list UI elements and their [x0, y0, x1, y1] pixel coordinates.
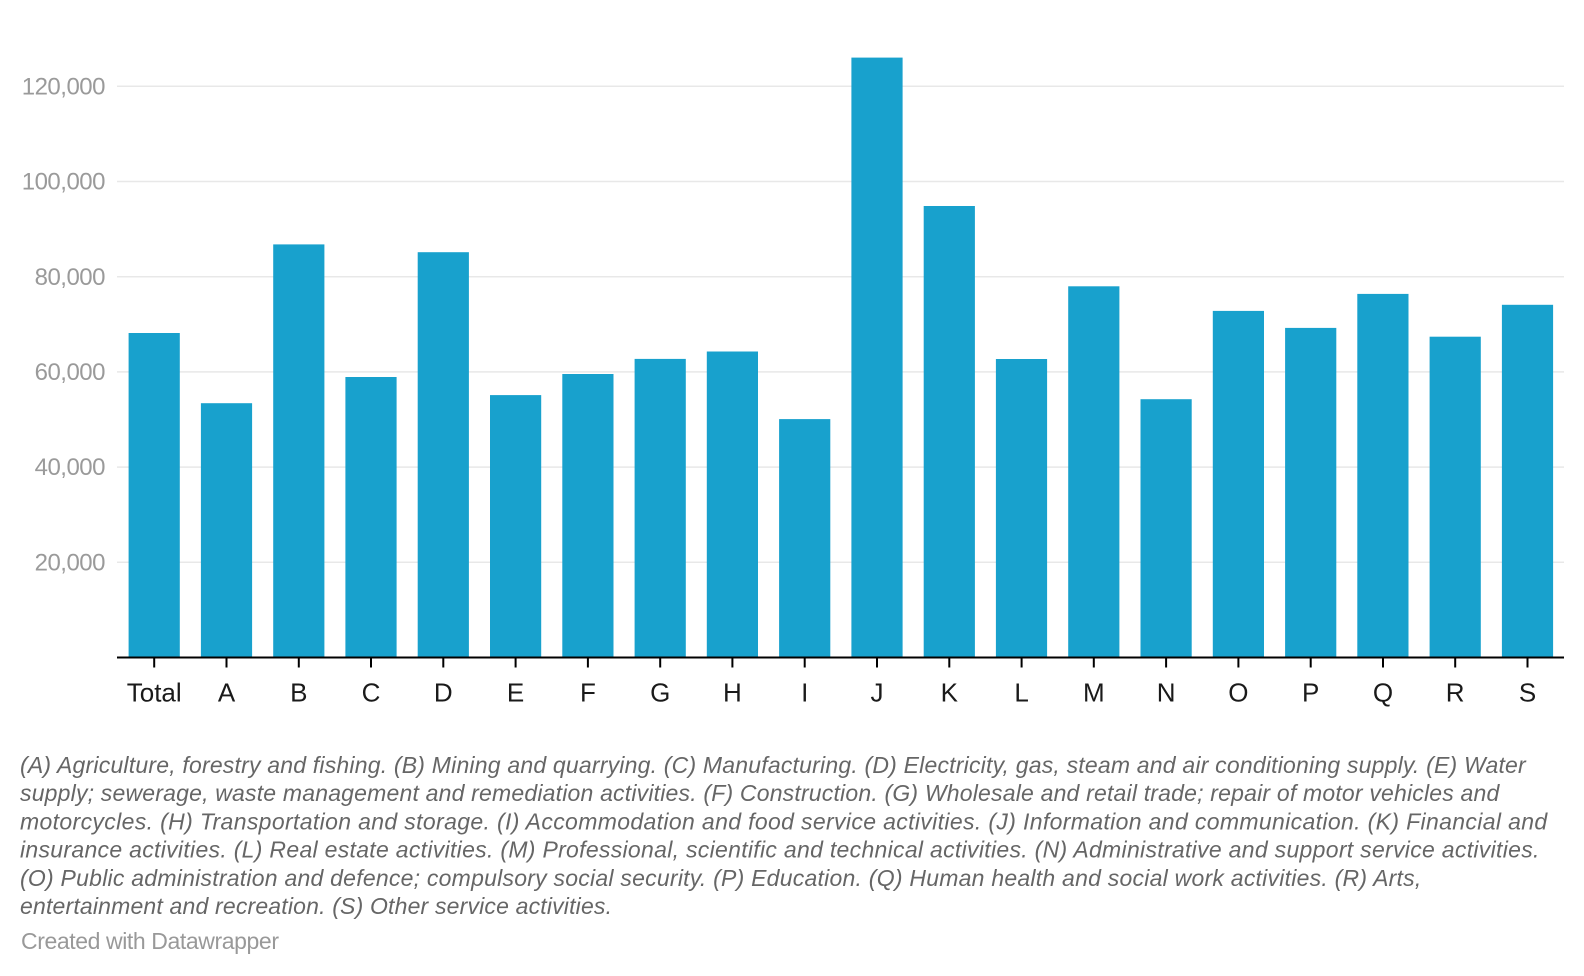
- svg-text:100,000: 100,000: [22, 169, 105, 196]
- svg-text:motorcycles. (H) Transportatio: motorcycles. (H) Transportation and stor…: [20, 808, 1548, 834]
- svg-text:120,000: 120,000: [22, 73, 105, 100]
- svg-text:P: P: [1302, 677, 1319, 707]
- svg-text:G: G: [650, 677, 670, 707]
- svg-text:B: B: [290, 677, 307, 707]
- svg-text:80,000: 80,000: [35, 264, 106, 291]
- svg-text:E: E: [507, 677, 524, 707]
- svg-text:Created with Datawrapper: Created with Datawrapper: [21, 928, 279, 954]
- svg-text:J: J: [871, 677, 884, 707]
- svg-text:60,000: 60,000: [35, 359, 106, 386]
- svg-text:H: H: [723, 677, 742, 707]
- svg-text:R: R: [1446, 677, 1465, 707]
- svg-text:insurance activities. (L) Real: insurance activities. (L) Real estate ac…: [20, 837, 1539, 863]
- svg-text:A: A: [218, 677, 236, 707]
- svg-text:40,000: 40,000: [35, 454, 106, 481]
- svg-text:C: C: [362, 677, 381, 707]
- svg-text:N: N: [1157, 677, 1176, 707]
- svg-text:D: D: [434, 677, 453, 707]
- svg-text:(A) Agriculture, forestry and: (A) Agriculture, forestry and fishing. (…: [20, 752, 1527, 778]
- svg-text:Total: Total: [127, 677, 182, 707]
- svg-text:supply; sewerage, waste manage: supply; sewerage, waste management and r…: [20, 780, 1501, 806]
- svg-text:K: K: [941, 677, 959, 707]
- svg-text:20,000: 20,000: [35, 549, 106, 576]
- svg-text:Q: Q: [1373, 677, 1393, 707]
- svg-text:S: S: [1519, 677, 1536, 707]
- svg-text:F: F: [580, 677, 596, 707]
- svg-text:I: I: [801, 677, 808, 707]
- svg-text:M: M: [1083, 677, 1105, 707]
- svg-text:O: O: [1228, 677, 1248, 707]
- svg-text:(O) Public administration and: (O) Public administration and defence; c…: [20, 865, 1421, 891]
- svg-text:entertainment and recreation.: entertainment and recreation. (S) Other …: [20, 893, 612, 919]
- svg-text:L: L: [1014, 677, 1028, 707]
